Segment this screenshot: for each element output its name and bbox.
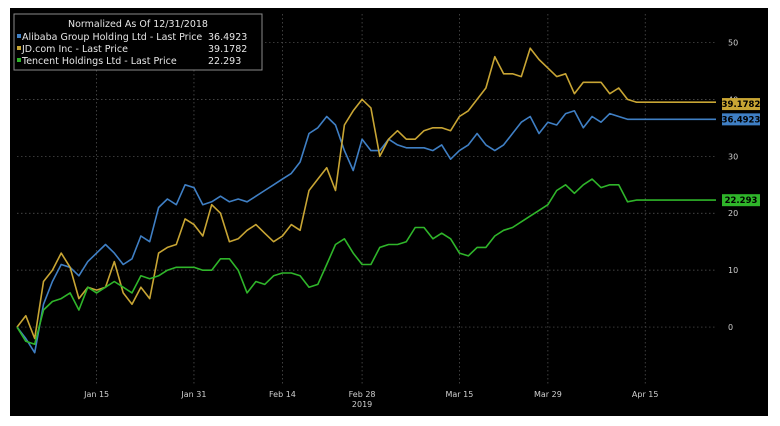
x-year-label: 2019	[352, 400, 372, 409]
legend-swatch-1	[17, 46, 21, 50]
x-tick-label: Mar 29	[534, 390, 562, 399]
y-tick-label: 0	[728, 323, 733, 332]
y-tick-label: 50	[728, 38, 738, 47]
legend-swatch-2	[17, 58, 21, 62]
last-value-tag-1	[722, 98, 760, 111]
x-tick-label: Feb 14	[269, 390, 296, 399]
legend-value-2: 22.293	[208, 56, 241, 67]
last-value-label-0: 36.4923	[722, 115, 761, 125]
y-tick-label: 30	[728, 152, 738, 161]
x-tick-label: Feb 28	[349, 390, 376, 399]
legend-name-0: Alibaba Group Holding Ltd - Last Price	[22, 32, 202, 43]
series-line-1	[16, 47, 716, 340]
y-tick-label: 10	[728, 266, 738, 275]
last-value-label-2: 22.293	[725, 196, 758, 206]
series-line-0	[16, 110, 716, 354]
plot-background	[10, 8, 768, 416]
legend-name-2: Tencent Holdings Ltd - Last Price	[21, 56, 177, 67]
y-tick-label: 20	[728, 209, 738, 218]
last-value-tag-0	[722, 113, 760, 126]
x-tick-label: Mar 15	[445, 390, 473, 399]
legend-value-1: 39.1782	[208, 44, 247, 55]
last-value-tag-2	[722, 194, 760, 207]
legend-name-1: JD.com Inc - Last Price	[21, 44, 128, 55]
series-line-2	[16, 178, 716, 346]
x-tick-label: Jan 31	[180, 390, 206, 399]
chart-title: Normalized As Of 12/31/2018	[68, 19, 208, 30]
x-tick-label: Jan 15	[83, 390, 109, 399]
legend-swatch-0	[17, 34, 21, 38]
legend-value-0: 36.4923	[208, 32, 247, 43]
last-value-label-1: 39.1782	[722, 100, 761, 110]
legend-box	[13, 13, 263, 71]
x-tick-label: Apr 15	[632, 390, 659, 399]
